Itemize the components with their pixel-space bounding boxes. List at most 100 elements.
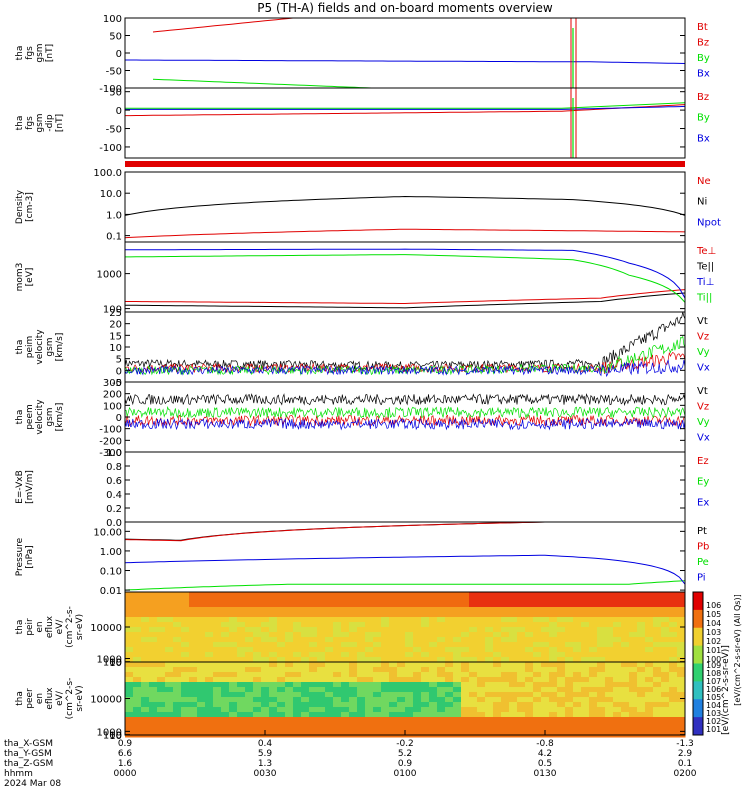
heatmap-cell	[189, 667, 198, 673]
heatmap-cell	[197, 667, 206, 673]
series-line-Vx	[124, 417, 686, 431]
heatmap-cell	[253, 682, 262, 688]
heatmap-cell	[597, 697, 606, 703]
heatmap-cell	[301, 632, 310, 638]
heatmap-cell	[237, 642, 246, 648]
heatmap-cell	[445, 697, 454, 703]
heatmap-cell	[413, 672, 422, 678]
heatmap-cell	[317, 667, 326, 673]
heatmap-cell	[229, 707, 238, 713]
y-axis-label: eflux	[45, 615, 55, 638]
heatmap-cell	[197, 597, 206, 603]
heatmap-cell	[629, 627, 638, 633]
y-tick-label: -100	[99, 425, 122, 436]
heatmap-cell	[485, 682, 494, 688]
heatmap-cell	[357, 617, 366, 623]
heatmap-cell	[645, 687, 654, 693]
heatmap-cell	[261, 637, 270, 643]
heatmap-cell	[213, 672, 222, 678]
heatmap-cell	[293, 622, 302, 628]
heatmap-cell	[669, 622, 678, 628]
heatmap-cell	[349, 717, 358, 723]
heatmap-cell	[613, 707, 622, 713]
heatmap-cell	[349, 722, 358, 728]
heatmap-cell	[501, 592, 510, 598]
heatmap-cell	[197, 612, 206, 618]
heatmap-cell	[333, 607, 342, 613]
heatmap-cell	[381, 722, 390, 728]
heatmap-cell	[317, 627, 326, 633]
heatmap-cell	[285, 707, 294, 713]
heatmap-cell	[645, 662, 654, 668]
heatmap-cell	[221, 652, 230, 658]
heatmap-cell	[285, 692, 294, 698]
heatmap-cell	[245, 637, 254, 643]
heatmap-cell	[549, 682, 558, 688]
heatmap-cell	[181, 612, 190, 618]
heatmap-cell	[469, 692, 478, 698]
y-axis-label: tha	[15, 410, 25, 425]
heatmap-cell	[173, 682, 182, 688]
heatmap-cell	[141, 662, 150, 668]
legend-Vt: Vt	[697, 316, 708, 327]
heatmap-cell	[133, 597, 142, 603]
heatmap-cell	[125, 652, 134, 658]
colorbar-tick: 105	[706, 693, 721, 702]
heatmap-cell	[341, 712, 350, 718]
heatmap-cell	[349, 617, 358, 623]
heatmap-cell	[493, 677, 502, 683]
heatmap-cell	[325, 697, 334, 703]
heatmap-cell	[181, 722, 190, 728]
heatmap-cell	[581, 617, 590, 623]
heatmap-cell	[549, 592, 558, 598]
heatmap-cell	[261, 652, 270, 658]
heatmap-cell	[501, 602, 510, 608]
heatmap-cell	[653, 712, 662, 718]
colorbar-tick: 102	[706, 717, 721, 726]
heatmap-cell	[661, 722, 670, 728]
heatmap-cell	[581, 612, 590, 618]
heatmap-cell	[269, 722, 278, 728]
heatmap-cell	[661, 612, 670, 618]
heatmap-cell	[205, 632, 214, 638]
heatmap-cell	[677, 677, 686, 683]
heatmap-cell	[285, 642, 294, 648]
heatmap-cell	[189, 642, 198, 648]
heatmap-cell	[533, 607, 542, 613]
heatmap-cell	[509, 607, 518, 613]
heatmap-cell	[421, 702, 430, 708]
heatmap-cell	[293, 617, 302, 623]
heatmap-cell	[421, 612, 430, 618]
heatmap-cell	[381, 642, 390, 648]
heatmap-cell	[205, 622, 214, 628]
heatmap-cell	[637, 632, 646, 638]
heatmap-cell	[285, 647, 294, 653]
heatmap-cell	[645, 632, 654, 638]
heatmap-cell	[581, 707, 590, 713]
heatmap-cell	[413, 712, 422, 718]
heatmap-cell	[445, 727, 454, 733]
heatmap-cell	[173, 627, 182, 633]
heatmap-cell	[277, 617, 286, 623]
heatmap-cell	[533, 597, 542, 603]
heatmap-cell	[405, 652, 414, 658]
heatmap-cell	[229, 667, 238, 673]
heatmap-cell	[613, 627, 622, 633]
heatmap-cell	[509, 667, 518, 673]
legend-Bz: Bz	[697, 38, 709, 49]
heatmap-cell	[573, 702, 582, 708]
heatmap-cell	[669, 717, 678, 723]
heatmap-cell	[221, 722, 230, 728]
heatmap-cell	[397, 622, 406, 628]
heatmap-cell	[461, 632, 470, 638]
y-axis-label: mom3	[15, 263, 25, 292]
heatmap-cell	[253, 707, 262, 713]
legend-Pe: Pe	[697, 557, 709, 568]
heatmap-cell	[405, 657, 414, 663]
heatmap-cell	[517, 612, 526, 618]
heatmap-cell	[149, 647, 158, 653]
heatmap-cell	[621, 617, 630, 623]
heatmap-cell	[389, 597, 398, 603]
heatmap-cell	[445, 717, 454, 723]
